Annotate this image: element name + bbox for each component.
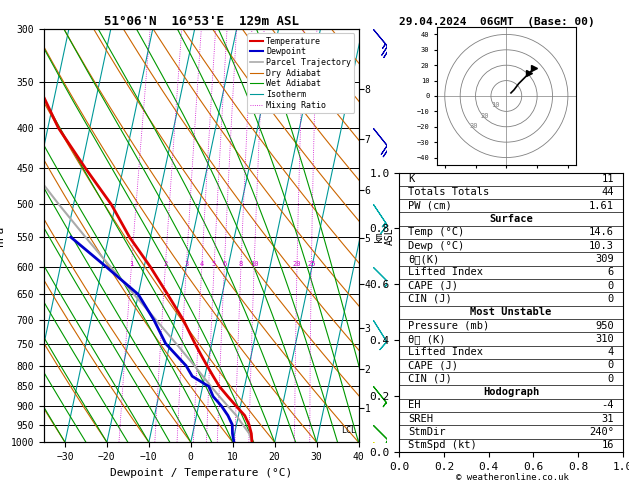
Legend: Temperature, Dewpoint, Parcel Trajectory, Dry Adiabat, Wet Adiabat, Isotherm, Mi: Temperature, Dewpoint, Parcel Trajectory… bbox=[247, 34, 354, 113]
Text: 31: 31 bbox=[601, 414, 614, 424]
Text: Most Unstable: Most Unstable bbox=[470, 307, 552, 317]
Text: 10.3: 10.3 bbox=[589, 241, 614, 251]
Text: 4: 4 bbox=[608, 347, 614, 357]
Text: Pressure (mb): Pressure (mb) bbox=[408, 321, 489, 330]
Text: 2: 2 bbox=[163, 261, 167, 267]
Y-axis label: hPa: hPa bbox=[0, 226, 5, 246]
Text: StmSpd (kt): StmSpd (kt) bbox=[408, 440, 477, 451]
Text: 11: 11 bbox=[601, 174, 614, 184]
Text: 0: 0 bbox=[608, 361, 614, 370]
Text: CAPE (J): CAPE (J) bbox=[408, 361, 459, 370]
Text: 16: 16 bbox=[601, 440, 614, 451]
Text: Lifted Index: Lifted Index bbox=[408, 267, 483, 278]
Text: 240°: 240° bbox=[589, 427, 614, 437]
Text: -4: -4 bbox=[601, 400, 614, 410]
Text: 29.04.2024  06GMT  (Base: 00): 29.04.2024 06GMT (Base: 00) bbox=[399, 17, 595, 27]
Text: 4: 4 bbox=[199, 261, 204, 267]
Text: 1.61: 1.61 bbox=[589, 201, 614, 211]
Text: 8: 8 bbox=[239, 261, 243, 267]
Text: CIN (J): CIN (J) bbox=[408, 374, 452, 384]
Text: EH: EH bbox=[408, 400, 421, 410]
Text: 950: 950 bbox=[595, 321, 614, 330]
Text: CIN (J): CIN (J) bbox=[408, 294, 452, 304]
Text: © weatheronline.co.uk: © weatheronline.co.uk bbox=[456, 473, 569, 482]
Text: StmDir: StmDir bbox=[408, 427, 446, 437]
Text: θᴇ(K): θᴇ(K) bbox=[408, 254, 440, 264]
Text: 10: 10 bbox=[491, 102, 500, 108]
Text: Hodograph: Hodograph bbox=[483, 387, 539, 397]
Text: SREH: SREH bbox=[408, 414, 433, 424]
Text: 0: 0 bbox=[608, 374, 614, 384]
Text: 5: 5 bbox=[212, 261, 216, 267]
Text: Lifted Index: Lifted Index bbox=[408, 347, 483, 357]
Text: PW (cm): PW (cm) bbox=[408, 201, 452, 211]
Text: 6: 6 bbox=[222, 261, 226, 267]
Text: Dewp (°C): Dewp (°C) bbox=[408, 241, 465, 251]
Text: Surface: Surface bbox=[489, 214, 533, 224]
Text: 44: 44 bbox=[601, 188, 614, 197]
Text: 20: 20 bbox=[481, 113, 489, 119]
Text: Temp (°C): Temp (°C) bbox=[408, 227, 465, 238]
Text: 310: 310 bbox=[595, 334, 614, 344]
Text: K: K bbox=[408, 174, 415, 184]
Text: CAPE (J): CAPE (J) bbox=[408, 280, 459, 291]
Text: Totals Totals: Totals Totals bbox=[408, 188, 489, 197]
Text: LCL: LCL bbox=[342, 426, 357, 434]
Text: 3: 3 bbox=[184, 261, 189, 267]
Text: 20: 20 bbox=[292, 261, 301, 267]
Text: 309: 309 bbox=[595, 254, 614, 264]
X-axis label: kt: kt bbox=[501, 180, 511, 189]
Text: 14.6: 14.6 bbox=[589, 227, 614, 238]
Text: 0: 0 bbox=[608, 294, 614, 304]
Text: 1: 1 bbox=[129, 261, 133, 267]
Text: 10: 10 bbox=[250, 261, 259, 267]
Text: 6: 6 bbox=[608, 267, 614, 278]
Y-axis label: km
ASL: km ASL bbox=[374, 227, 395, 244]
Title: 51°06'N  16°53'E  129m ASL: 51°06'N 16°53'E 129m ASL bbox=[104, 15, 299, 28]
Text: 25: 25 bbox=[307, 261, 316, 267]
X-axis label: Dewpoint / Temperature (°C): Dewpoint / Temperature (°C) bbox=[110, 468, 292, 478]
Text: 0: 0 bbox=[608, 280, 614, 291]
Text: 30: 30 bbox=[470, 123, 478, 129]
Text: θᴇ (K): θᴇ (K) bbox=[408, 334, 446, 344]
